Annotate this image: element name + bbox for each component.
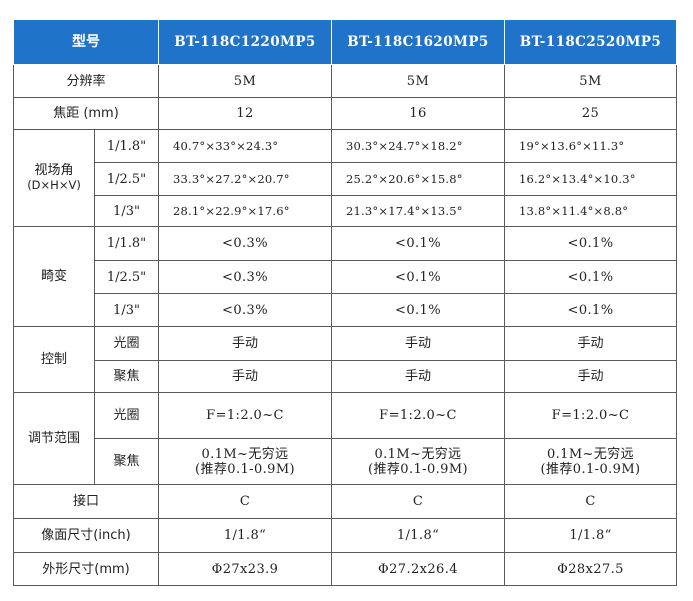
cell-distortion-1-1: <0.3% [158, 226, 332, 261]
fov-sensor-size-1: 1/1.8" [94, 129, 159, 163]
cell-fov-1-3: 19°×13.6°×11.3° [504, 129, 677, 163]
header-model-1: BT-118C1220MP5 [158, 19, 332, 65]
cell-control-focus-2: 手动 [331, 360, 505, 393]
table-row-image-size: 像面尺寸(inch) 1/1.8“ 1/1.8“ 1/1.8“ [13, 518, 677, 553]
table-row-fov-1: 视场角 (D×H×V) 1/1.8" 40.7°×33°×24.3° 30.3°… [13, 129, 677, 227]
cell-dimensions-1: Φ27x23.9 [158, 552, 332, 586]
table-row-distortion-1: 畸变 1/1.8" <0.3% <0.1% <0.1% [13, 226, 677, 327]
cell-fov-1-2: 30.3°×24.7°×18.2° [331, 129, 505, 163]
table-row-fov-3: 1/3" 28.1°×22.9°×17.6° 21.3°×17.4°×13.5°… [14, 195, 677, 227]
cell-distortion-3-1: <0.3% [158, 293, 332, 327]
row-label-mount: 接口 [13, 484, 159, 519]
control-item-focus: 聚焦 [94, 360, 159, 393]
adjust-focus-3-line1: 0.1M~无穷远 [546, 446, 635, 462]
cell-adjust-iris-1: F=1:2.0~C [158, 392, 332, 439]
cell-adjust-iris-2: F=1:2.0~C [331, 392, 505, 439]
cell-resolution-3: 5M [504, 64, 677, 98]
row-label-control: 控制 [13, 326, 95, 393]
cell-distortion-2-2: <0.1% [331, 260, 505, 294]
cell-distortion-1-2: <0.1% [331, 226, 505, 261]
row-label-image-size: 像面尺寸(inch) [13, 518, 159, 553]
cell-adjust-focus-1: 0.1M~无穷远 (推荐0.1-0.9M) [158, 438, 332, 485]
header-model-3: BT-118C2520MP5 [504, 19, 677, 65]
cell-focal-length-3: 25 [504, 97, 677, 130]
distortion-sensor-size-1: 1/1.8" [94, 226, 159, 261]
row-label-dimensions: 外形尺寸(mm) [13, 552, 159, 586]
table-header-row: 型号 BT-118C1220MP5 BT-118C1620MP5 BT-118C… [13, 19, 677, 65]
row-label-distortion: 畸变 [13, 226, 95, 327]
row-label-resolution: 分辨率 [13, 64, 159, 98]
control-item-iris: 光圈 [94, 326, 159, 361]
cell-fov-1-1: 40.7°×33°×24.3° [158, 129, 332, 163]
adjust-focus-2-line1: 0.1M~无穷远 [374, 446, 462, 462]
table-row-distortion-3: 1/3" <0.3% <0.1% <0.1% [14, 293, 677, 327]
cell-fov-3-1: 28.1°×22.9°×17.6° [158, 195, 332, 227]
distortion-sensor-size-2: 1/2.5" [94, 260, 159, 294]
table-row-control-iris: 控制 光圈 手动 手动 手动 [13, 326, 677, 393]
fov-label-line2: (D×H×V) [27, 178, 81, 192]
cell-image-size-1: 1/1.8“ [158, 518, 332, 553]
adjust-focus-2-line2: (推荐0.1-0.9M) [368, 461, 468, 477]
cell-adjust-focus-3: 0.1M~无穷远 (推荐0.1-0.9M) [504, 438, 677, 485]
fov-label-line1: 视场角 [34, 163, 74, 178]
cell-distortion-2-3: <0.1% [504, 260, 677, 294]
table-row-dimensions: 外形尺寸(mm) Φ27x23.9 Φ27.2x26.4 Φ28x27.5 [13, 552, 677, 586]
adjust-item-iris: 光圈 [94, 392, 159, 439]
table-row-control-focus: 聚焦 手动 手动 手动 [14, 360, 677, 393]
cell-control-iris-3: 手动 [504, 326, 677, 361]
cell-resolution-1: 5M [158, 64, 332, 98]
adjust-focus-1-line1: 0.1M~无穷远 [201, 446, 289, 462]
cell-adjust-iris-3: F=1:2.0~C [504, 392, 677, 439]
row-label-fov: 视场角 (D×H×V) [13, 129, 95, 227]
fov-sensor-size-2: 1/2.5" [94, 162, 159, 196]
cell-mount-3: C [504, 484, 677, 519]
cell-control-focus-1: 手动 [158, 360, 332, 393]
row-label-adjust-range: 调节范围 [13, 392, 95, 485]
cell-fov-3-3: 13.8°×11.4°×8.8° [504, 195, 677, 227]
cell-image-size-3: 1/1.8“ [504, 518, 677, 553]
table-row-resolution: 分辨率 5M 5M 5M [13, 64, 677, 98]
cell-focal-length-1: 12 [158, 97, 332, 130]
cell-distortion-1-3: <0.1% [504, 226, 677, 261]
table-row-mount: 接口 C C C [13, 484, 677, 519]
fov-sensor-size-3: 1/3" [94, 195, 159, 227]
adjust-focus-3-line2: (推荐0.1-0.9M) [540, 461, 641, 477]
cell-distortion-3-2: <0.1% [331, 293, 505, 327]
cell-dimensions-2: Φ27.2x26.4 [331, 552, 505, 586]
cell-fov-2-2: 25.2°×20.6°×15.8° [331, 162, 505, 196]
row-label-focal-length: 焦距 (mm) [13, 97, 159, 130]
table-row-fov-2: 1/2.5" 33.3°×27.2°×20.7° 25.2°×20.6°×15.… [14, 162, 677, 196]
table-row-adjust-iris: 调节范围 光圈 F=1:2.0~C F=1:2.0~C F=1:2.0~C [13, 392, 677, 485]
cell-control-iris-1: 手动 [158, 326, 332, 361]
distortion-sensor-size-3: 1/3" [94, 293, 159, 327]
cell-fov-2-3: 16.2°×13.4°×10.3° [504, 162, 677, 196]
cell-control-focus-3: 手动 [504, 360, 677, 393]
cell-adjust-focus-2: 0.1M~无穷远 (推荐0.1-0.9M) [331, 438, 505, 485]
cell-distortion-2-1: <0.3% [158, 260, 332, 294]
table-row-focal-length: 焦距 (mm) 12 16 25 [13, 97, 677, 130]
table-row-adjust-focus: 聚焦 0.1M~无穷远 (推荐0.1-0.9M) 0.1M~无穷远 (推荐0.1… [14, 438, 677, 485]
cell-mount-1: C [158, 484, 332, 519]
cell-mount-2: C [331, 484, 505, 519]
cell-dimensions-3: Φ28x27.5 [504, 552, 677, 586]
adjust-item-focus: 聚焦 [94, 438, 159, 485]
cell-control-iris-2: 手动 [331, 326, 505, 361]
cell-fov-2-1: 33.3°×27.2°×20.7° [158, 162, 332, 196]
header-model-2: BT-118C1620MP5 [331, 19, 505, 65]
cell-focal-length-2: 16 [331, 97, 505, 130]
cell-fov-3-2: 21.3°×17.4°×13.5° [331, 195, 505, 227]
cell-resolution-2: 5M [331, 64, 505, 98]
cell-image-size-2: 1/1.8“ [331, 518, 505, 553]
lens-spec-table: 型号 BT-118C1220MP5 BT-118C1620MP5 BT-118C… [13, 19, 677, 586]
adjust-focus-1-line2: (推荐0.1-0.9M) [195, 461, 295, 477]
table-row-distortion-2: 1/2.5" <0.3% <0.1% <0.1% [14, 260, 677, 294]
cell-distortion-3-3: <0.1% [504, 293, 677, 327]
header-model-label: 型号 [13, 19, 159, 65]
